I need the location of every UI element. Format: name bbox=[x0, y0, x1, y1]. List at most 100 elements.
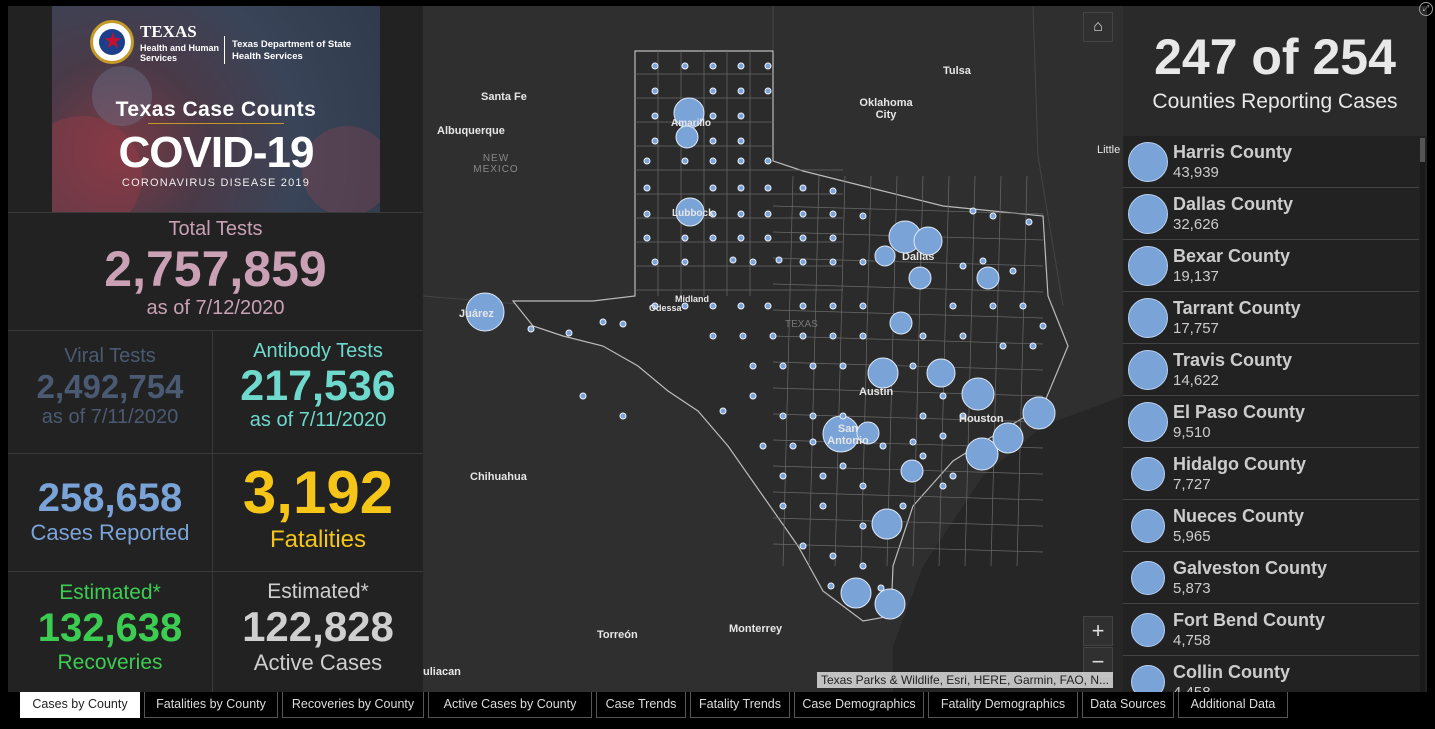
county-case-bubble[interactable] bbox=[643, 234, 651, 242]
county-case-bubble[interactable] bbox=[961, 377, 995, 411]
county-case-bubble[interactable] bbox=[643, 157, 651, 165]
county-case-bubble[interactable] bbox=[889, 311, 913, 335]
county-case-bubble[interactable] bbox=[651, 62, 659, 70]
county-case-bubble[interactable] bbox=[989, 302, 997, 310]
county-case-bubble[interactable] bbox=[939, 482, 947, 490]
county-case-bubble[interactable] bbox=[799, 234, 807, 242]
county-case-bubble[interactable] bbox=[749, 258, 757, 266]
county-case-bubble[interactable] bbox=[764, 62, 772, 70]
county-case-bubble[interactable] bbox=[779, 502, 787, 510]
county-case-bubble[interactable] bbox=[839, 412, 847, 420]
county-case-bubble[interactable] bbox=[749, 392, 757, 400]
county-case-bubble[interactable] bbox=[709, 112, 717, 120]
county-case-bubble[interactable] bbox=[799, 184, 807, 192]
county-case-bubble[interactable] bbox=[737, 184, 745, 192]
county-case-bubble[interactable] bbox=[1009, 267, 1017, 275]
county-case-bubble[interactable] bbox=[859, 562, 867, 570]
county-case-bubble[interactable] bbox=[874, 245, 896, 267]
county-case-bubble[interactable] bbox=[737, 62, 745, 70]
county-case-bubble[interactable] bbox=[799, 258, 807, 266]
county-case-bubble[interactable] bbox=[651, 258, 659, 266]
county-row[interactable]: Hidalgo County 7,727 bbox=[1123, 448, 1419, 500]
county-case-bubble[interactable] bbox=[1039, 322, 1047, 330]
county-case-bubble[interactable] bbox=[859, 258, 867, 266]
county-row[interactable]: Travis County 14,622 bbox=[1123, 344, 1419, 396]
county-case-bubble[interactable] bbox=[879, 442, 887, 450]
county-case-bubble[interactable] bbox=[867, 357, 899, 389]
county-case-bubble[interactable] bbox=[871, 508, 903, 540]
county-case-bubble[interactable] bbox=[829, 210, 837, 218]
county-case-bubble[interactable] bbox=[737, 210, 745, 218]
county-case-bubble[interactable] bbox=[709, 332, 717, 340]
county-case-bubble[interactable] bbox=[749, 362, 757, 370]
county-case-bubble[interactable] bbox=[779, 472, 787, 480]
county-case-bubble[interactable] bbox=[913, 226, 943, 256]
county-case-bubble[interactable] bbox=[789, 442, 797, 450]
county-case-bubble[interactable] bbox=[681, 302, 689, 310]
county-case-bubble[interactable] bbox=[939, 392, 947, 400]
scroll-thumb[interactable] bbox=[1420, 138, 1425, 162]
county-case-bubble[interactable] bbox=[999, 342, 1007, 350]
tab-additional-data[interactable]: Additional Data bbox=[1178, 692, 1288, 718]
county-case-bubble[interactable] bbox=[719, 407, 727, 415]
county-case-bubble[interactable] bbox=[859, 212, 867, 220]
county-case-bubble[interactable] bbox=[799, 210, 807, 218]
county-case-bubble[interactable] bbox=[681, 62, 689, 70]
county-case-bubble[interactable] bbox=[819, 502, 827, 510]
county-case-bubble[interactable] bbox=[651, 302, 659, 310]
county-case-bubble[interactable] bbox=[809, 362, 817, 370]
county-case-bubble[interactable] bbox=[737, 302, 745, 310]
county-case-bubble[interactable] bbox=[737, 137, 745, 145]
tab-active-cases-by-county[interactable]: Active Cases by County bbox=[428, 692, 592, 718]
county-case-bubble[interactable] bbox=[959, 332, 967, 340]
county-case-bubble[interactable] bbox=[809, 412, 817, 420]
county-case-bubble[interactable] bbox=[989, 212, 997, 220]
county-case-bubble[interactable] bbox=[859, 302, 867, 310]
county-case-bubble[interactable] bbox=[651, 87, 659, 95]
county-case-bubble[interactable] bbox=[709, 87, 717, 95]
county-case-bubble[interactable] bbox=[675, 197, 705, 227]
county-case-bubble[interactable] bbox=[709, 184, 717, 192]
county-case-bubble[interactable] bbox=[729, 256, 737, 264]
county-case-bubble[interactable] bbox=[769, 332, 777, 340]
texas-county-map[interactable]: Santa Fe Albuquerque NEW MEXICO Tulsa Ok… bbox=[423, 6, 1123, 692]
county-case-bubble[interactable] bbox=[619, 412, 627, 420]
county-case-bubble[interactable] bbox=[819, 472, 827, 480]
county-case-bubble[interactable] bbox=[919, 452, 927, 460]
county-case-bubble[interactable] bbox=[809, 438, 817, 446]
county-case-bubble[interactable] bbox=[829, 332, 837, 340]
county-case-bubble[interactable] bbox=[681, 157, 689, 165]
county-case-bubble[interactable] bbox=[764, 87, 772, 95]
county-case-bubble[interactable] bbox=[737, 157, 745, 165]
county-case-bubble[interactable] bbox=[675, 125, 699, 149]
tab-recoveries-by-county[interactable]: Recoveries by County bbox=[282, 692, 424, 718]
county-case-bubble[interactable] bbox=[949, 472, 957, 480]
county-case-bubble[interactable] bbox=[737, 112, 745, 120]
county-case-bubble[interactable] bbox=[709, 62, 717, 70]
tab-fatalities-by-county[interactable]: Fatalities by County bbox=[144, 692, 278, 718]
county-case-bubble[interactable] bbox=[764, 234, 772, 242]
county-case-bubble[interactable] bbox=[829, 234, 837, 242]
county-case-bubble[interactable] bbox=[619, 320, 627, 328]
county-case-bubble[interactable] bbox=[829, 258, 837, 266]
county-case-bubble[interactable] bbox=[709, 210, 717, 218]
county-case-bubble[interactable] bbox=[839, 462, 847, 470]
county-case-bubble[interactable] bbox=[764, 157, 772, 165]
county-case-bubble[interactable] bbox=[799, 542, 807, 550]
county-case-bubble[interactable] bbox=[779, 412, 787, 420]
county-case-bubble[interactable] bbox=[527, 325, 535, 333]
county-case-bubble[interactable] bbox=[764, 302, 772, 310]
county-case-bubble[interactable] bbox=[709, 234, 717, 242]
county-case-bubble[interactable] bbox=[681, 258, 689, 266]
county-case-bubble[interactable] bbox=[979, 257, 987, 265]
map-canvas[interactable] bbox=[423, 6, 1123, 692]
county-row[interactable]: Harris County 43,939 bbox=[1123, 136, 1419, 188]
county-case-bubble[interactable] bbox=[959, 412, 967, 420]
county-case-bubble[interactable] bbox=[829, 552, 837, 560]
county-case-bubble[interactable] bbox=[874, 588, 906, 620]
county-row[interactable]: Bexar County 19,137 bbox=[1123, 240, 1419, 292]
county-case-bubble[interactable] bbox=[856, 421, 880, 445]
county-case-bubble[interactable] bbox=[919, 412, 927, 420]
county-case-bubble[interactable] bbox=[599, 318, 607, 326]
county-case-bubble[interactable] bbox=[839, 362, 847, 370]
